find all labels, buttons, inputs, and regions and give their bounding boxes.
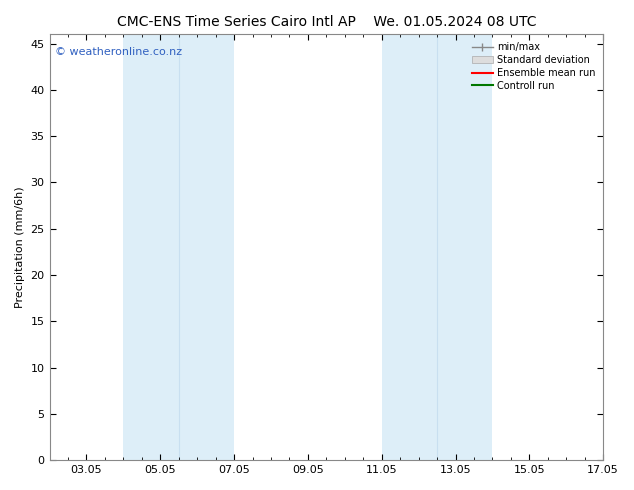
Bar xyxy=(124,34,234,460)
Title: CMC-ENS Time Series Cairo Intl AP    We. 01.05.2024 08 UTC: CMC-ENS Time Series Cairo Intl AP We. 01… xyxy=(117,15,536,29)
Y-axis label: Precipitation (mm/6h): Precipitation (mm/6h) xyxy=(15,186,25,308)
Text: © weatheronline.co.nz: © weatheronline.co.nz xyxy=(55,47,182,57)
Legend: min/max, Standard deviation, Ensemble mean run, Controll run: min/max, Standard deviation, Ensemble me… xyxy=(469,39,598,94)
Bar xyxy=(382,34,493,460)
